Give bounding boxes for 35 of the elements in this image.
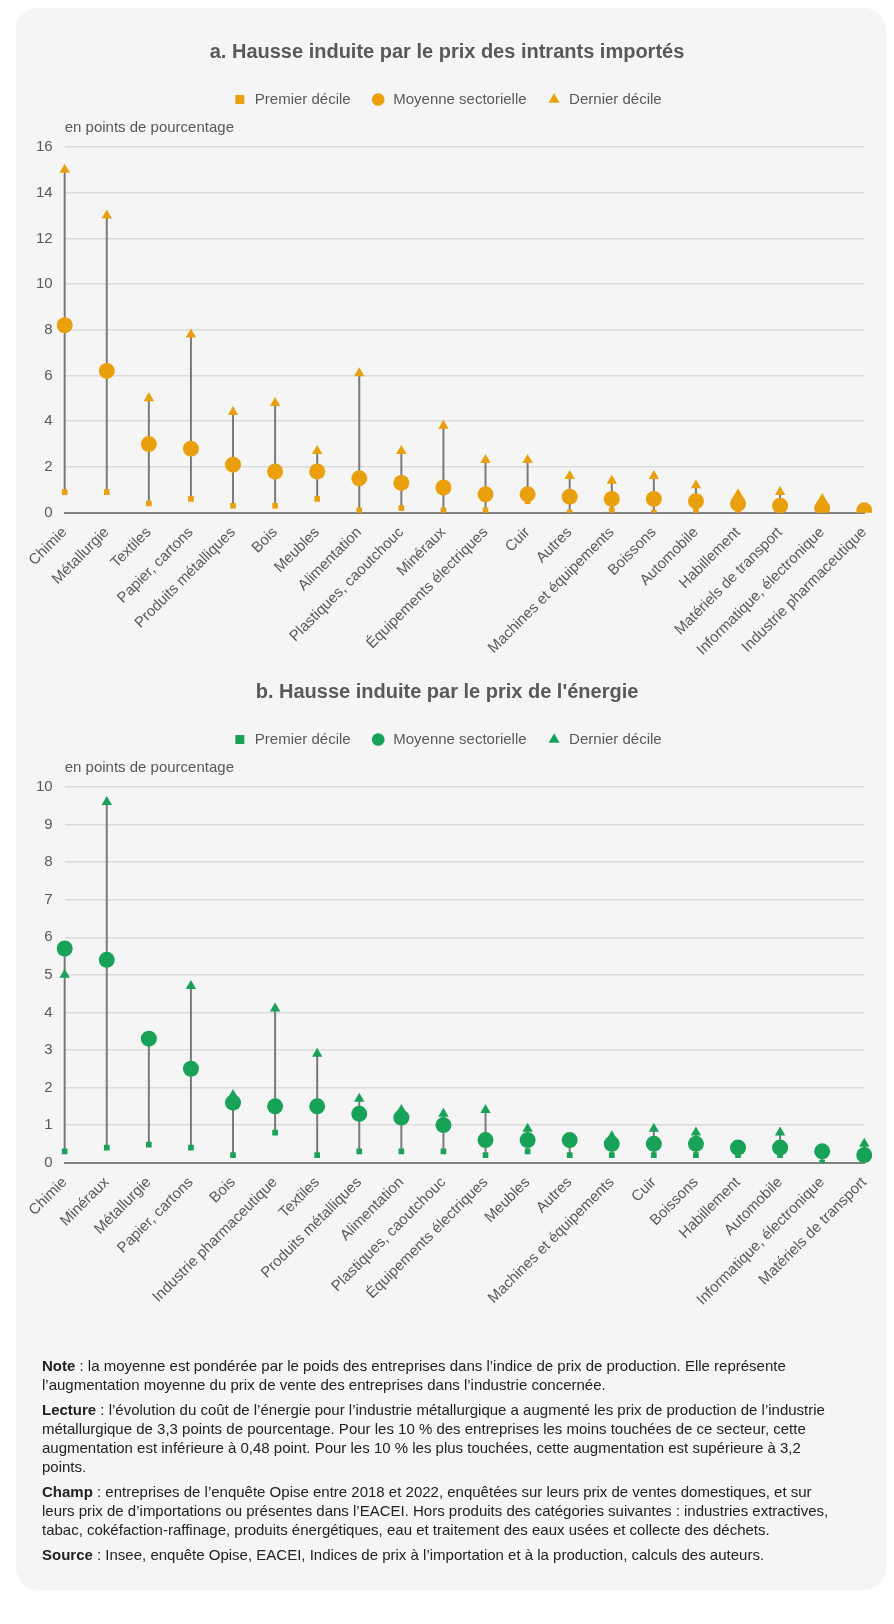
- y-tick-label: 7: [44, 889, 53, 907]
- legend-label: Dernier décile: [569, 89, 662, 107]
- y-tick-label: 10: [36, 777, 53, 795]
- chart-title: b. Hausse induite par le prix de l'énergie: [255, 679, 639, 702]
- legend-label: Moyenne sectorielle: [393, 729, 527, 747]
- y-tick-label: 3: [44, 1040, 53, 1058]
- legend-label: Moyenne sectorielle: [393, 89, 527, 107]
- chart-title: a. Hausse induite par le prix des intrants importés: [209, 39, 685, 62]
- y-axis-title: en points de pourcentage: [64, 757, 234, 775]
- y-tick-label: 14: [36, 182, 53, 200]
- x-tick-label: Cuir: [501, 523, 533, 555]
- source-note: Source : Insee, enquête Opise, EACEI, Indices de prix à l’importation et à la production, calculs des auteurs.: [42, 1545, 766, 1564]
- y-tick-label: 6: [44, 927, 53, 945]
- text: Champ : entreprises de l’enquête Opise entre 2018 et 2022, enquêtées sur leurs prix de ventes domestiques, et sur leurs prix de d’importations ou présentes dans l’EACEI. Hors produits des catégories suivantes : industries extractives, tabac, cokéfaction-raffinage, produits énergétiques, eau et traitement des eaux usées et collecte des déchets.: [42, 1482, 830, 1539]
- y-tick-label: 6: [44, 365, 53, 383]
- y-tick-label: 12: [36, 228, 53, 246]
- y-tick-label: 1: [44, 1115, 53, 1133]
- y-tick-label: 8: [44, 319, 53, 337]
- y-tick-label: 4: [44, 1002, 53, 1020]
- y-tick-label: 2: [44, 1077, 53, 1095]
- text: Note : la moyenne est pondérée par le poids des entreprises dans l’indice de prix de production. Elle représente l’augmentation moyenne du prix de vente des entreprises dans l’industrie concernée.: [42, 1356, 787, 1394]
- y-axis-title: en points de pourcentage: [64, 117, 234, 135]
- y-tick-label: 8: [44, 852, 53, 870]
- y-tick-label: 0: [44, 502, 53, 520]
- y-tick-label: 0: [44, 1152, 53, 1170]
- y-tick-label: 5: [44, 964, 53, 982]
- legend-label: Dernier décile: [569, 729, 662, 747]
- y-tick-label: 9: [44, 814, 53, 832]
- y-tick-label: 4: [44, 411, 53, 429]
- text: Lecture : l’évolution du coût de l’énergie pour l’industrie métallurgique a augmenté les prix de production de l’industrie métallurgique de 3,3 points de pourcentage. Pour les 10 % des entreprises les moins touchées de ce secteur, cette augmentation est inférieure à 0,48 point. Pour les 10 % les plus touchées, cette augmentation est supérieure à 3,2 points.: [42, 1400, 826, 1476]
- y-tick-label: 2: [44, 457, 53, 475]
- y-tick-label: 16: [36, 137, 53, 155]
- y-tick-label: 10: [36, 274, 53, 292]
- legend-label: Premier décile: [254, 729, 351, 747]
- legend-label: Premier décile: [254, 89, 351, 107]
